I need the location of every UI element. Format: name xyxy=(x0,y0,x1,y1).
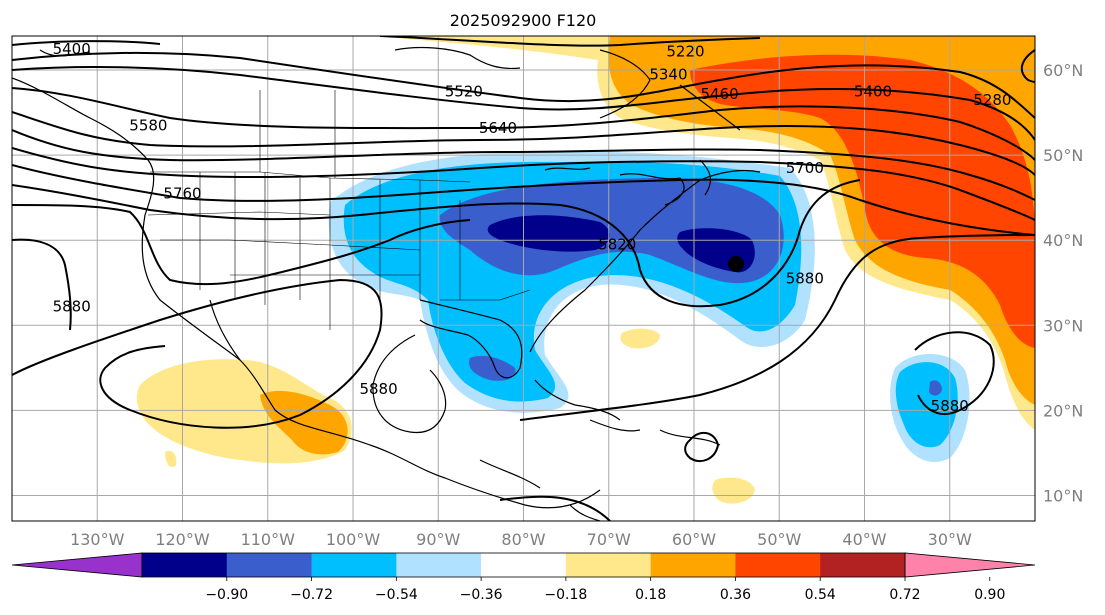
colorbar-tick-label: −0.72 xyxy=(290,587,333,603)
contour-label: 5220 xyxy=(666,42,704,60)
longitude-labels: 130°W 120°W 110°W 100°W 90°W 80°W 70°W 60°W 50°W… xyxy=(70,530,972,549)
colorbar-segment xyxy=(820,553,906,577)
lon-tick-label: 130°W xyxy=(70,530,125,549)
colorbar-segment xyxy=(735,553,821,577)
map-frame xyxy=(11,35,1036,522)
lat-tick-label: 10°N xyxy=(1043,486,1083,505)
contour-label-text: 5760 xyxy=(163,184,201,202)
contour-label-text: 5880 xyxy=(359,380,397,398)
lon-tick-label: 80°W xyxy=(501,530,545,549)
lat-tick-label: 40°N xyxy=(1043,231,1083,250)
map-title: 2025092900 F120 xyxy=(450,11,597,30)
contour-label-text: 5640 xyxy=(479,119,517,137)
contour-label-text: 5220 xyxy=(666,42,704,60)
colorbar-min-extend xyxy=(11,552,143,578)
colorbar-segment xyxy=(226,553,313,577)
lat-tick-label: 30°N xyxy=(1043,316,1083,335)
colorbar-segment xyxy=(650,553,736,577)
contour-labels: 5220 5340 5400 5520 5460 5400 5280 5580 5640 5700… xyxy=(53,40,1012,415)
lon-tick-label: 40°W xyxy=(842,530,886,549)
contour-label: 5640 xyxy=(479,119,517,137)
contour-label: 5880 xyxy=(786,270,824,288)
lon-tick-label: 100°W xyxy=(326,530,381,549)
contour-label: 5700 xyxy=(786,159,824,177)
contour-label-text: 5820 xyxy=(598,235,636,253)
lat-tick-label: 50°N xyxy=(1043,146,1083,165)
contour-label: 5760 xyxy=(163,184,201,202)
contour-label-text: 5700 xyxy=(786,159,824,177)
contour-label-text: 5580 xyxy=(129,116,167,134)
contour-label-text: 5520 xyxy=(445,82,483,100)
contour-label: 5280 xyxy=(973,91,1011,109)
lat-tick-label: 60°N xyxy=(1043,61,1083,80)
contour-label: 5340 xyxy=(649,65,687,83)
colorbar-segment xyxy=(481,553,567,577)
lat-tick-label: 20°N xyxy=(1043,401,1083,420)
contour-label: 5880 xyxy=(359,380,397,398)
colorbar-tick-label: 0.90 xyxy=(974,587,1005,603)
colorbar-tick-label: 0.54 xyxy=(805,587,836,603)
colorbar-tick-label: 0.18 xyxy=(635,587,666,603)
colorbar-frame xyxy=(141,552,906,578)
colorbar-tick-label: −0.36 xyxy=(460,587,503,603)
lon-tick-label: 120°W xyxy=(155,530,210,549)
colorbar-segment xyxy=(565,553,652,577)
contour-label: 5520 xyxy=(445,82,483,100)
lon-tick-label: 30°W xyxy=(928,530,972,549)
latitude-labels: 10°N 20°N 30°N 40°N 50°N 60°N xyxy=(1043,61,1083,505)
contour-label-text: 5460 xyxy=(700,85,738,103)
positive-anomaly-shading xyxy=(136,36,1035,504)
colorbar-tick-label: −0.54 xyxy=(375,587,418,603)
colorbar-tick-label: 0.72 xyxy=(889,587,920,603)
contour-label-text: 5400 xyxy=(854,82,892,100)
contour-label-text: 5880 xyxy=(786,270,824,288)
colorbar-segment xyxy=(142,553,228,577)
lon-tick-label: 70°W xyxy=(587,530,631,549)
lon-tick-label: 110°W xyxy=(241,530,296,549)
contour-label: 5400 xyxy=(854,82,892,100)
lon-tick-label: 50°W xyxy=(757,530,801,549)
contour-label: 5820 xyxy=(598,235,636,253)
contour-label-text: 5880 xyxy=(931,397,969,415)
graticule xyxy=(12,36,1035,521)
colorbar: −0.90 −0.72 −0.54 −0.36 −0.18 0.18 0.36 0.54 0.7… xyxy=(11,552,1036,603)
lon-tick-label: 90°W xyxy=(416,530,460,549)
contour-label-text: 5340 xyxy=(649,65,687,83)
lon-tick-label: 60°W xyxy=(672,530,716,549)
contour-label: 5400 xyxy=(53,40,91,58)
colorbar-tick-label: −0.18 xyxy=(544,587,587,603)
low-center-marker xyxy=(728,256,744,272)
contour-label: 5460 xyxy=(700,85,738,103)
height-contours xyxy=(12,36,1035,521)
colorbar-tick-label: −0.90 xyxy=(205,587,248,603)
colorbar-tick-label: 0.36 xyxy=(720,587,751,603)
contour-label: 5880 xyxy=(931,397,969,415)
contour-label-text: 5400 xyxy=(53,40,91,58)
colorbar-segment xyxy=(396,553,482,577)
contour-label: 5580 xyxy=(129,116,167,134)
coastlines xyxy=(12,46,761,521)
contour-label-text: 5280 xyxy=(973,91,1011,109)
colorbar-segment xyxy=(311,553,397,577)
contour-label-text: 5880 xyxy=(53,298,91,316)
contour-label: 5880 xyxy=(53,298,91,316)
colorbar-max-extend xyxy=(904,552,1036,578)
